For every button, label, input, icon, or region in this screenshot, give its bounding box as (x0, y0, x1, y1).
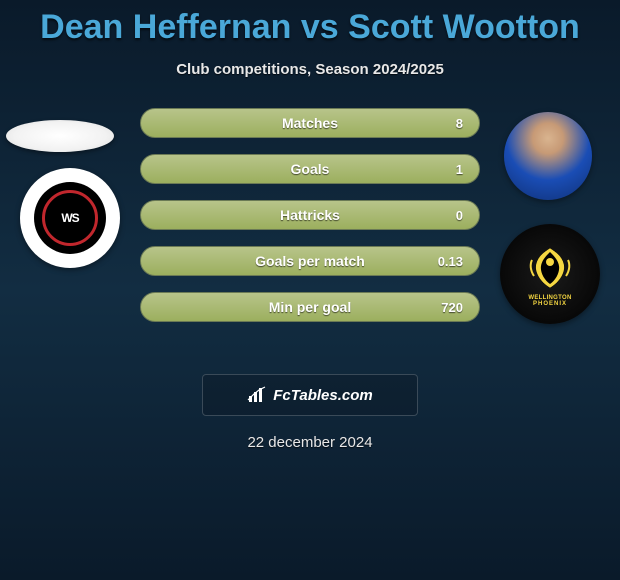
stat-value: 8 (456, 116, 463, 131)
team-left-badge: WS (20, 168, 120, 268)
stat-value: 1 (456, 162, 463, 177)
stat-value: 720 (441, 300, 463, 315)
stat-bar-matches: Matches 8 (140, 108, 480, 138)
stat-label: Hattricks (280, 207, 340, 223)
stat-label: Goals (291, 161, 330, 177)
subtitle: Club competitions, Season 2024/2025 (0, 61, 620, 78)
snapshot-date: 22 december 2024 (0, 434, 620, 451)
stat-bars: Matches 8 Goals 1 Hattricks 0 Goals per … (140, 108, 480, 338)
player-right-avatar (504, 112, 592, 200)
player-left-avatar (6, 120, 114, 152)
team-right-badge: WELLINGTON PHOENIX (500, 224, 600, 324)
stat-label: Min per goal (269, 299, 351, 315)
stat-bar-hattricks: Hattricks 0 (140, 200, 480, 230)
phoenix-icon (524, 242, 576, 294)
site-logo-text: FcTables.com (273, 387, 372, 404)
stat-label: Goals per match (255, 253, 365, 269)
bar-chart-icon (247, 386, 269, 404)
page-title: Dean Heffernan vs Scott Wootton (0, 0, 620, 47)
stat-value: 0.13 (438, 254, 463, 269)
comparison-panel: WS Matches 8 Goals 1 Hattricks 0 Goals p… (0, 108, 620, 368)
stat-label: Matches (282, 115, 338, 131)
site-logo: FcTables.com (202, 374, 418, 416)
stat-bar-goals-per-match: Goals per match 0.13 (140, 246, 480, 276)
stat-value: 0 (456, 208, 463, 223)
stat-bar-min-per-goal: Min per goal 720 (140, 292, 480, 322)
stat-bar-goals: Goals 1 (140, 154, 480, 184)
team-right-badge-line2: PHOENIX (533, 301, 567, 307)
